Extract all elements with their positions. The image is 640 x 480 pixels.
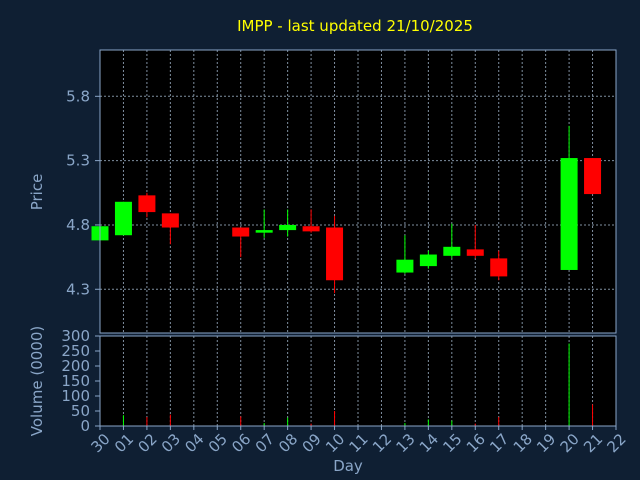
candle-body [419,254,437,267]
x-tick-label: 13 [392,430,418,456]
x-tick-label: 10 [322,430,348,456]
x-tick-label: 02 [134,430,160,456]
price-axis-label: Price [28,174,46,211]
x-tick-label: 01 [111,430,137,456]
x-tick-label: 12 [369,430,395,456]
volume-tick-label: 0 [80,417,90,435]
candle-body [396,259,414,273]
x-tick-label: 09 [299,430,325,456]
x-tick-label: 16 [463,430,489,456]
x-tick-label: 21 [580,430,606,456]
x-tick-label: 17 [486,430,512,456]
x-tick-label: 08 [275,430,301,456]
price-tick-label: 4.8 [66,216,90,234]
candle-body [302,226,320,232]
candle-body [138,195,156,213]
x-tick-label: 30 [88,430,114,456]
volume-tick-label: 200 [61,357,90,375]
price-tick-label: 5.8 [66,87,90,105]
x-tick-label: 19 [533,430,559,456]
candle-body [114,201,132,236]
x-tick-label: 15 [439,430,465,456]
x-tick-label: 03 [158,430,184,456]
chart-title: IMPP - last updated 21/10/2025 [237,17,473,35]
volume-tick-label: 50 [71,402,90,420]
volume-tick-label: 150 [61,372,90,390]
volume-tick-label: 300 [61,327,90,345]
x-tick-label: 11 [346,430,372,456]
candle-body [584,158,602,195]
candle-body [279,224,297,231]
x-tick-label: 05 [205,430,231,456]
volume-tick-label: 100 [61,387,90,405]
candle-body [326,227,344,281]
candle-body [161,213,179,228]
x-tick-label: 20 [557,430,583,456]
candle-body [560,158,578,270]
price-panel-border [99,49,617,334]
candle-body [232,227,250,237]
x-tick-label: 04 [181,430,207,456]
price-tick-label: 4.3 [66,280,90,298]
volume-axis-label: Volume (0000) [28,326,46,436]
x-tick-label: 14 [416,430,442,456]
candle-body [490,258,508,277]
candle-body [255,230,273,233]
x-tick-label: 06 [228,430,254,456]
volume-tick-label: 250 [61,342,90,360]
candle-body [466,249,484,256]
x-tick-label: 22 [604,430,630,456]
x-axis-label: Day [333,457,363,475]
price-tick-label: 5.3 [66,152,90,170]
candle-body [443,246,461,256]
x-tick-label: 18 [510,430,536,456]
x-tick-label: 07 [252,430,278,456]
